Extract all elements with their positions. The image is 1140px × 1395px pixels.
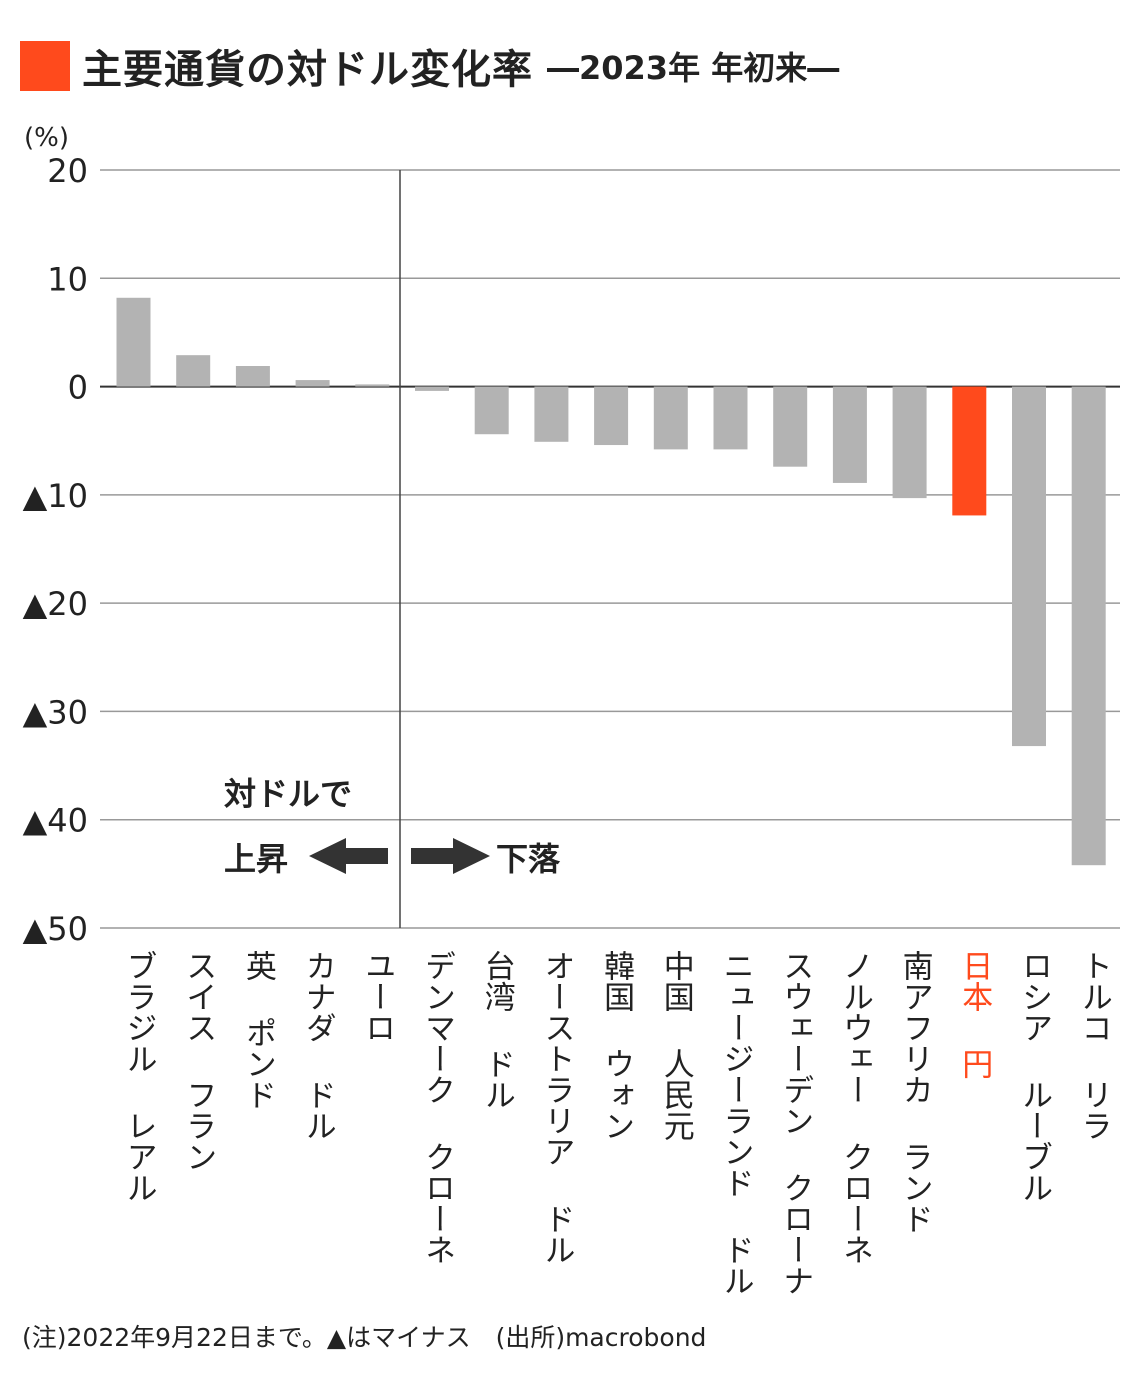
x-category-label: 日本 円 xyxy=(956,950,993,1079)
chart-title: 主要通貨の対ドル変化率 xyxy=(82,47,533,93)
bar xyxy=(892,386,927,499)
x-category-label: デンマーク クローネ xyxy=(419,950,455,1265)
bar xyxy=(713,386,748,450)
x-category-label: スイス フラン xyxy=(180,950,217,1172)
y-tick-label: ▲10 xyxy=(23,477,88,515)
bar xyxy=(1071,386,1106,866)
bar xyxy=(176,355,211,387)
x-category-label: スウェーデン クローナ xyxy=(777,950,814,1296)
x-category-label: ロシア ルーブル xyxy=(1016,950,1052,1203)
bar xyxy=(594,386,629,446)
bar xyxy=(534,386,569,442)
x-category-label: 韓国 ウォン xyxy=(598,950,635,1141)
arrow-left-icon xyxy=(309,838,388,874)
x-category-label: 英 ポンド xyxy=(239,950,276,1110)
x-category-label: トルコ リラ xyxy=(1075,950,1112,1141)
bar xyxy=(355,384,390,387)
y-tick-label: ▲20 xyxy=(23,585,88,623)
annotation-rise-label: 上昇 xyxy=(224,840,288,878)
y-tick-labels: 20 10 0 ▲10 ▲20 ▲30 ▲40 ▲50 xyxy=(23,152,88,948)
x-category-label: カナダ ドル xyxy=(299,950,336,1141)
bar xyxy=(295,380,330,387)
y-axis-unit-label: (%) xyxy=(24,123,69,153)
chart-title-row: 主要通貨の対ドル変化率 ―2023年 年初来― xyxy=(20,38,839,94)
y-tick-label: ▲30 xyxy=(23,693,88,731)
x-category-label: ユーロ xyxy=(359,950,396,1043)
y-tick-label: ▲50 xyxy=(23,910,88,948)
chart-subtitle: ―2023年 年初来― xyxy=(547,49,840,87)
bar xyxy=(832,386,867,483)
bar xyxy=(415,386,449,391)
bar xyxy=(235,365,270,387)
x-category-label: 中国 人民元 xyxy=(657,950,694,1141)
bar xyxy=(952,386,987,516)
bars xyxy=(116,297,1106,866)
x-category-label: 南アフリカ ランド xyxy=(896,950,933,1234)
x-category-label: ニュージーランド ドル xyxy=(717,950,754,1296)
x-category-label: 台湾 ドル xyxy=(478,950,515,1110)
arrow-right-icon xyxy=(411,838,490,874)
bar xyxy=(1012,386,1046,747)
grid-lines xyxy=(100,169,1120,929)
bar xyxy=(116,297,151,387)
bar xyxy=(474,386,509,435)
footnote: (注)2022年9月22日まで。▲はマイナス (出所)macrobond xyxy=(22,1323,707,1352)
direction-annotation: 対ドルで 上昇 下落 xyxy=(224,775,561,878)
y-tick-label: 10 xyxy=(47,260,88,298)
bar xyxy=(653,386,688,450)
title-marker xyxy=(20,41,70,91)
annotation-fall-label: 下落 xyxy=(496,840,561,878)
annotation-heading: 対ドルで xyxy=(224,775,352,813)
y-tick-label: ▲40 xyxy=(23,802,88,840)
y-tick-label: 0 xyxy=(68,369,88,407)
x-category-label: オーストラリア ドル xyxy=(538,950,575,1265)
bar xyxy=(773,386,808,467)
x-category-label: ノルウェー クローネ xyxy=(836,950,873,1265)
y-tick-label: 20 xyxy=(47,152,88,190)
x-category-label: ブラジル レアル xyxy=(120,950,157,1203)
